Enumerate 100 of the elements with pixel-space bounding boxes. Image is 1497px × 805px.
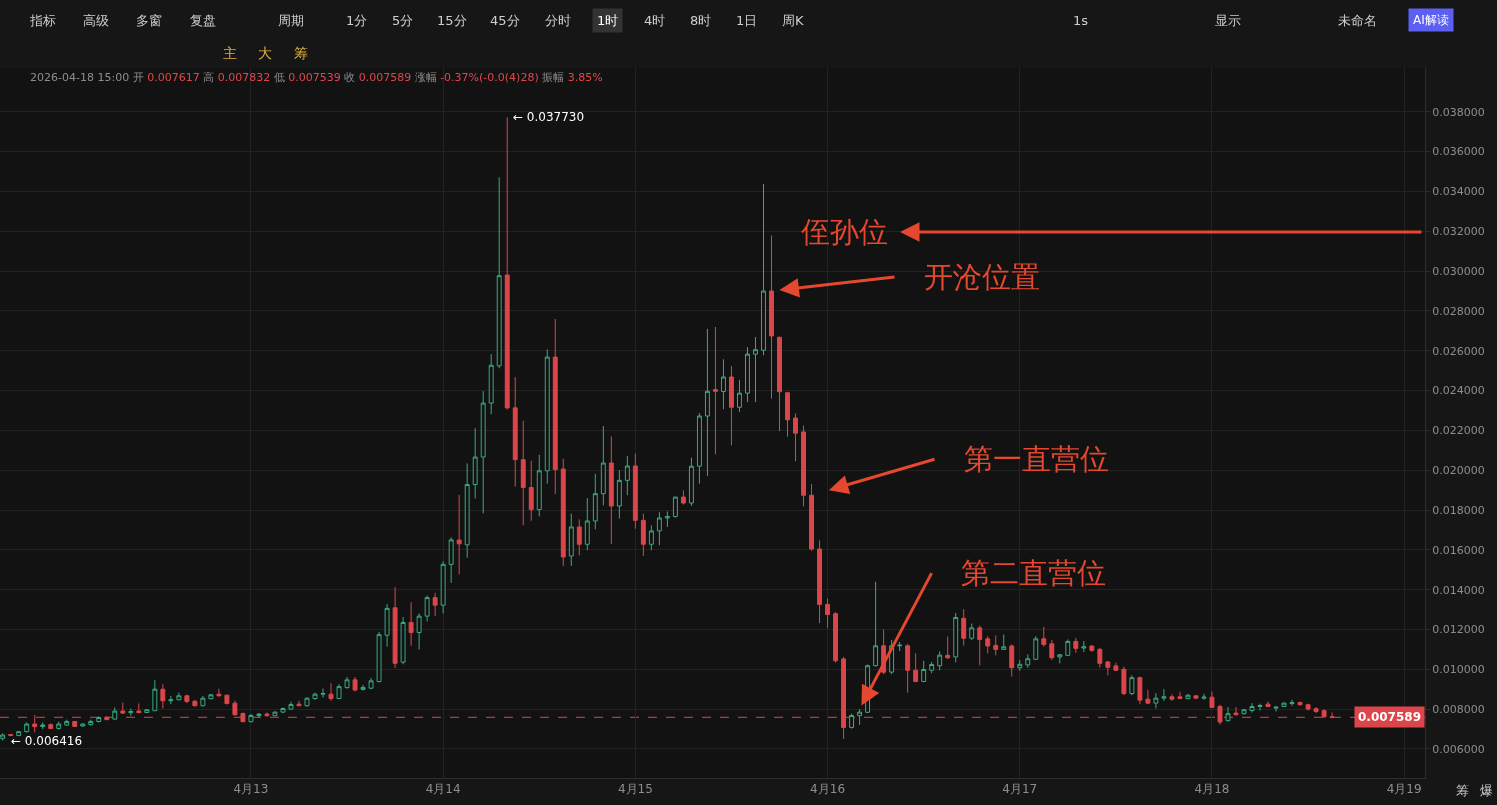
text: 爆 [1480, 783, 1493, 798]
candlestick [809, 483, 814, 552]
annotation: ← 0.006416 [11, 734, 83, 748]
candlestick [1057, 653, 1063, 664]
candlestick [1041, 626, 1047, 648]
candlestick [1161, 688, 1167, 702]
candlestick [552, 318, 558, 495]
text: 大 [258, 45, 272, 61]
annotation: ← 0.037730 [513, 110, 585, 124]
candlestick [328, 682, 334, 702]
candlestick [96, 715, 102, 723]
candlestick [961, 608, 967, 647]
y-tick-label: 0.012000 [1432, 623, 1485, 637]
candlestick [384, 603, 390, 648]
candlestick [905, 643, 911, 694]
candlestick [993, 634, 999, 656]
candlestick [753, 336, 758, 403]
candlestick [1273, 706, 1279, 712]
x-tick-label: 4月15 [617, 782, 653, 797]
text: 分时 [545, 13, 571, 28]
candlestick [688, 457, 694, 507]
candlestick [696, 412, 702, 485]
y-tick-label: 0.028000 [1432, 304, 1485, 318]
x-tick-label: 4月16 [810, 782, 846, 797]
candlestick [600, 425, 606, 506]
candlestick [216, 688, 222, 698]
candlestick [656, 511, 662, 546]
y-tick-label: 0.034000 [1432, 185, 1485, 199]
text: 1s [1073, 13, 1089, 28]
candlestick [1257, 703, 1263, 711]
candlestick [480, 390, 486, 514]
candlestick [560, 458, 566, 567]
candlestick [400, 616, 406, 665]
candlestick [208, 693, 214, 700]
text: 2026-04-18 15:00 开 0.007617 高 0.007832 低 0.007539 收 0.007589 涨幅 -0.37%(-0.0(4)28) 振幅 3.85% [30, 71, 603, 84]
candlestick [544, 348, 550, 485]
candlestick [496, 176, 502, 369]
candlestick [40, 721, 46, 730]
candlestick [64, 719, 70, 727]
y-tick-label: 0.008000 [1432, 702, 1485, 716]
candlestick [833, 611, 839, 664]
candlestick [913, 652, 919, 683]
text: 筹 [1456, 783, 1469, 798]
candlestick [8, 733, 14, 737]
candlestick [1225, 706, 1231, 722]
candlestick [512, 376, 518, 488]
candlestick [432, 592, 438, 617]
candlestick [264, 712, 270, 717]
y-tick-label: 0.010000 [1432, 663, 1485, 677]
candlestick [1169, 693, 1175, 702]
candlestick [1153, 692, 1159, 710]
text: 未命名 [1338, 13, 1377, 28]
y-tick-label: 0.018000 [1432, 503, 1485, 517]
y-tick-label: 0.006000 [1432, 742, 1485, 756]
candlestick [192, 699, 198, 708]
text: 8时 [690, 13, 712, 28]
y-tick-label: 0.030000 [1432, 264, 1485, 278]
candlestick [1129, 674, 1135, 696]
candlestick [112, 707, 118, 721]
candlestick [1121, 666, 1127, 696]
y-tick-label: 0.036000 [1432, 145, 1485, 159]
candlestick [648, 524, 654, 551]
text: 显示 [1215, 13, 1241, 28]
text: 复盘 [190, 13, 216, 28]
candlestick [616, 469, 622, 520]
candlestick [745, 346, 750, 403]
annotation: 第二直营位 [961, 556, 1106, 590]
candlestick [224, 694, 230, 706]
candlestick [761, 183, 766, 356]
candlestick [256, 712, 262, 719]
candlestick [1097, 647, 1103, 669]
candlestick [1065, 638, 1071, 657]
candlestick [985, 635, 991, 654]
candlestick [1185, 693, 1191, 700]
candlestick [320, 688, 326, 699]
candlestick [1289, 699, 1295, 707]
candlestick [1241, 708, 1247, 715]
candlestick [728, 365, 734, 446]
candlestick [288, 701, 294, 711]
candlestick [336, 683, 342, 700]
candlestick [672, 496, 678, 519]
text: 指标 [29, 13, 56, 28]
candlestick [80, 722, 86, 727]
candlestick [304, 697, 310, 708]
candlestick [945, 635, 951, 660]
candlestick [88, 719, 94, 727]
candlestick [929, 661, 935, 674]
candlestick [1305, 703, 1311, 711]
text: 4时 [644, 13, 666, 28]
text: 多窗 [136, 13, 162, 28]
candlestick [632, 453, 638, 530]
candlestick [248, 713, 254, 723]
candlestick [280, 707, 286, 714]
candlestick [424, 594, 430, 623]
text: 1日 [736, 13, 758, 28]
text: 主 [223, 45, 237, 61]
ref-line-label: 0.007589 [1358, 710, 1422, 724]
y-tick-label: 0.014000 [1432, 583, 1485, 597]
candlestick [704, 328, 710, 477]
text: 筹 [294, 45, 308, 61]
